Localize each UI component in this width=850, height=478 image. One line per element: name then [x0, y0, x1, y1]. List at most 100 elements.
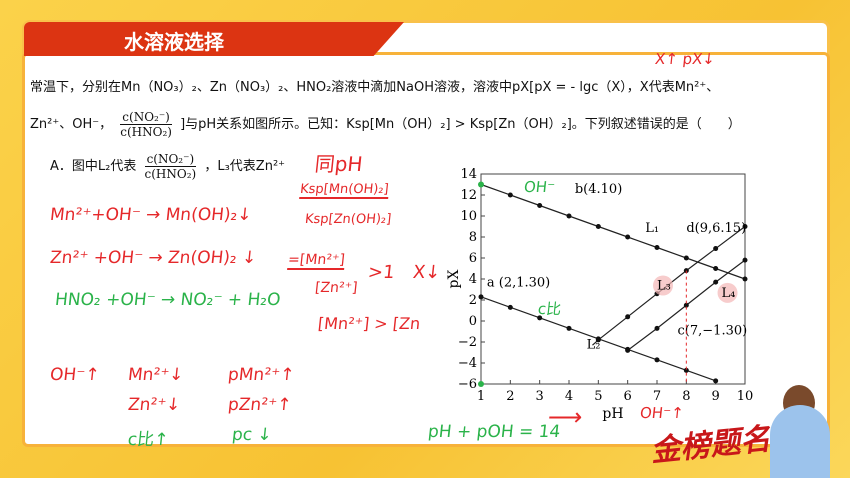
- question-line-2: Zn²⁺、OH⁻， c(NO₂⁻) c(HNO₂) ]与pH关系如图所示。已知：K…: [30, 110, 741, 139]
- data-point-L3: [595, 337, 601, 343]
- data-point-L4: [654, 325, 660, 331]
- note-pmn-up: pMn²⁺↑: [226, 365, 296, 385]
- label-highlight: [653, 275, 673, 296]
- note-x-down: X↓: [411, 262, 442, 283]
- x-tick-label: 2: [506, 389, 514, 404]
- fraction-numerator: c(NO₂⁻): [120, 110, 172, 125]
- x-tick-label: 9: [712, 389, 720, 404]
- page-title: 水溶液选择: [124, 30, 224, 54]
- note-same-ph: 同pH: [313, 152, 364, 176]
- data-point-L1: [713, 266, 719, 271]
- x-tick-label: 8: [682, 389, 690, 404]
- y-tick-label: 6: [469, 251, 477, 266]
- y-tick-label: −2: [458, 335, 477, 350]
- x-axis-label: pH: [602, 406, 623, 422]
- point-annotation: c(7,−1.30): [678, 324, 748, 339]
- x-tick-label: 3: [536, 389, 544, 404]
- data-point-L4: [713, 279, 719, 285]
- data-point-L2: [683, 367, 689, 373]
- note-oh-up-2: OH⁻↑: [639, 404, 685, 422]
- line-label: L₁: [645, 221, 659, 236]
- option-a[interactable]: A．图中L₂代表 c(NO₂⁻) c(HNO₂) ，L₃代表Zn²⁺: [50, 152, 285, 181]
- mascot-figure: [770, 405, 830, 478]
- note-ratio-label: c比: [537, 300, 563, 318]
- y-axis-label: pX: [446, 270, 462, 289]
- x-tick-label: 6: [624, 389, 632, 404]
- data-point-L2: [566, 325, 572, 331]
- x-tick-label: 1: [477, 389, 485, 404]
- data-point-L2: [537, 315, 543, 321]
- title-tab: 水溶液选择: [24, 22, 404, 56]
- note-conc-den: [Zn²⁺]: [314, 280, 359, 296]
- point-annotation: a (2,1.30): [487, 275, 550, 290]
- ratio-fraction: c(NO₂⁻) c(HNO₂): [120, 110, 172, 139]
- note-mn-down: Mn²⁺↓: [126, 365, 185, 385]
- fraction-denominator: c(HNO₂): [144, 167, 197, 181]
- x-tick-label: 10: [737, 389, 754, 404]
- line-label: L₄: [722, 286, 736, 301]
- data-point-L3: [625, 314, 631, 320]
- note-pzn-up: pZn²⁺↑: [226, 395, 293, 415]
- data-point-L1: [566, 213, 572, 219]
- data-point-L4: [625, 347, 631, 353]
- note-eq2: Zn²⁺ +OH⁻ → Zn(OH)₂ ↓: [48, 248, 258, 268]
- note-gt1: >1: [366, 262, 396, 283]
- option-a-text: A．图中L₂代表: [50, 159, 137, 174]
- point-annotation: b(4.10): [575, 182, 622, 197]
- label-highlight: [717, 282, 738, 303]
- note-ratio-up: c比↑: [126, 430, 170, 450]
- note-oh-up: OH⁻↑: [48, 365, 101, 385]
- data-point-L1: [625, 234, 631, 240]
- note-eq1: Mn²⁺+OH⁻ → Mn(OH)₂↓: [48, 205, 253, 225]
- note-pc-down: pc ↓: [230, 425, 273, 445]
- note-oh-label: OH⁻: [523, 178, 556, 196]
- data-point-L1: [537, 203, 543, 208]
- note-mn-gt-zn: [Mn²⁺] > [Zn: [317, 314, 422, 333]
- y-tick-label: 8: [469, 230, 477, 245]
- point-annotation: d(9,6.15): [686, 221, 746, 236]
- data-point-L4: [683, 302, 689, 308]
- data-point-L2: [654, 357, 660, 363]
- data-point-L3: [713, 246, 719, 252]
- note-eq3: HNO₂ +OH⁻ → NO₂⁻ + H₂O: [53, 290, 282, 310]
- option-a-text-2: ，L₃代表Zn²⁺: [204, 159, 286, 174]
- y-tick-label: 0: [469, 314, 477, 329]
- data-point-L2: [507, 304, 513, 310]
- data-point-L1: [654, 245, 660, 250]
- data-point-L2: [478, 294, 484, 300]
- y-tick-label: 10: [460, 209, 477, 224]
- y-tick-label: −4: [458, 356, 477, 371]
- content-panel: [22, 52, 830, 447]
- highlight-point: [478, 181, 484, 188]
- y-tick-label: 2: [469, 293, 477, 308]
- x-tick-label: 7: [653, 389, 661, 404]
- data-point-L1: [595, 224, 601, 229]
- data-point-L1: [507, 192, 513, 198]
- note-conc-num: =[Mn²⁺]: [287, 252, 346, 270]
- y-tick-label: 4: [469, 272, 477, 287]
- y-tick-label: 14: [460, 167, 477, 182]
- note-zn-down: Zn²⁺↓: [126, 395, 182, 415]
- question-line-1: 常温下，分别在Mn（NO₃）₂、Zn（NO₃）₂、HNO₂溶液中滴加NaOH溶液…: [30, 80, 720, 95]
- data-point-L3: [742, 224, 748, 229]
- x-tick-label: 4: [565, 389, 573, 404]
- option-a-fraction: c(NO₂⁻) c(HNO₂): [145, 152, 197, 181]
- note-ksp-den: Ksp[Zn(OH)₂]: [304, 212, 392, 227]
- data-point-L1: [683, 255, 689, 261]
- y-tick-label: −6: [458, 377, 477, 392]
- note-top: X↑ pX↓: [654, 50, 716, 68]
- note-ksp-num: Ksp[Mn(OH)₂]: [299, 182, 390, 199]
- note-ph-poh: pH + pOH = 14: [426, 422, 562, 442]
- question-stem: ]与pH关系如图所示。已知：Ksp[Mn（OH）₂] > Ksp[Zn（OH）₂…: [180, 117, 741, 132]
- question-species: Zn²⁺、OH⁻，: [30, 117, 113, 132]
- line-label: L₂: [587, 337, 601, 352]
- y-tick-label: 12: [460, 188, 477, 203]
- fraction-numerator: c(NO₂⁻): [144, 152, 197, 167]
- highlight-point: [478, 381, 484, 387]
- data-point-L2: [713, 378, 719, 384]
- x-tick-label: 5: [594, 389, 602, 404]
- data-point-L1: [742, 276, 748, 282]
- line-label: L₃: [657, 279, 671, 294]
- fraction-denominator: c(HNO₂): [120, 125, 172, 139]
